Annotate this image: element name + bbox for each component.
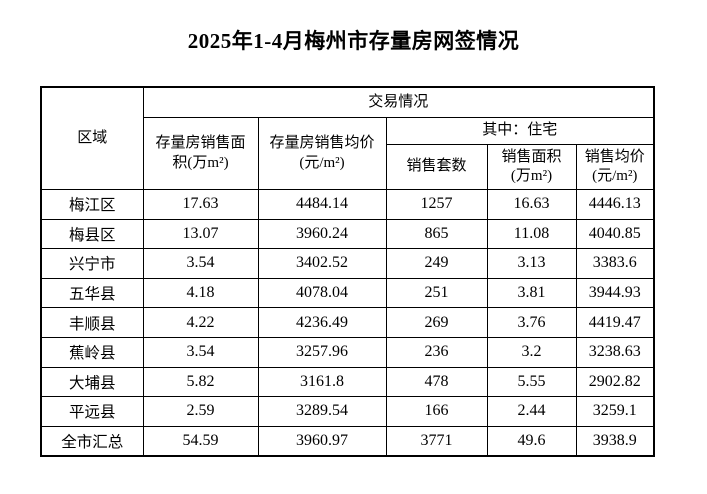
cell-stock-price: 4236.49 [257, 307, 387, 338]
cell-stock-area: 17.63 [142, 189, 259, 220]
table-row: 平远县 2.59 3289.54 166 2.44 3259.1 [40, 396, 655, 427]
cell-res-price: 4040.85 [575, 218, 655, 250]
table-row: 蕉岭县 3.54 3257.96 236 3.2 3238.63 [40, 336, 655, 368]
table-row: 丰顺县 4.22 4236.49 269 3.76 4419.47 [40, 307, 655, 338]
cell-region: 五华县 [40, 277, 144, 309]
header-units-sold: 销售套数 [385, 144, 488, 190]
cell-res-price: 4446.13 [575, 189, 655, 220]
cell-stock-area: 5.82 [142, 366, 259, 398]
table-body: 梅江区 17.63 4484.14 1257 16.63 4446.13 梅县区… [40, 189, 655, 457]
cell-res-price: 3238.63 [575, 336, 655, 368]
cell-stock-area: 2.59 [142, 396, 259, 427]
page: { "title": "2025年1-4月梅州市存量房网签情况", "color… [0, 25, 707, 494]
cell-res-area: 2.44 [486, 396, 577, 427]
cell-region: 兴宁市 [40, 248, 144, 279]
cell-stock-price: 3161.8 [257, 366, 387, 398]
cell-stock-price: 4078.04 [257, 277, 387, 309]
cell-res-price: 4419.47 [575, 307, 655, 338]
cell-res-price: 3944.93 [575, 277, 655, 309]
header-transaction-group: 交易情况 [142, 86, 655, 118]
cell-units-sold: 249 [385, 248, 488, 279]
header-res-price: 销售均价 (元/m²) [575, 144, 655, 190]
cell-res-area: 3.13 [486, 248, 577, 279]
table-row: 梅县区 13.07 3960.24 865 11.08 4040.85 [40, 218, 655, 250]
cell-stock-price: 4484.14 [257, 189, 387, 220]
cell-region: 丰顺县 [40, 307, 144, 338]
cell-region: 平远县 [40, 396, 144, 427]
cell-stock-area: 3.54 [142, 248, 259, 279]
cell-region: 蕉岭县 [40, 336, 144, 368]
cell-units-sold: 3771 [385, 425, 488, 457]
header-residential-group: 其中：住宅 [385, 117, 655, 145]
cell-res-price: 2902.82 [575, 366, 655, 398]
cell-stock-price: 3402.52 [257, 248, 387, 279]
cell-region: 大埔县 [40, 366, 144, 398]
page-title: 2025年1-4月梅州市存量房网签情况 [187, 29, 520, 53]
header-res-area: 销售面积 (万m²) [486, 144, 577, 190]
cell-stock-price: 3960.97 [257, 425, 387, 457]
header-region: 区域 [40, 86, 144, 190]
cell-units-sold: 251 [385, 277, 488, 309]
cell-region: 全市汇总 [40, 425, 144, 457]
cell-stock-area: 13.07 [142, 218, 259, 250]
cell-res-area: 49.6 [486, 425, 577, 457]
table-header: 区域 交易情况 存量房销售面 积(万m²) 存量房销售均价 (元/m²) 其中：… [40, 86, 655, 190]
cell-units-sold: 166 [385, 396, 488, 427]
cell-units-sold: 865 [385, 218, 488, 250]
table-row: 五华县 4.18 4078.04 251 3.81 3944.93 [40, 277, 655, 309]
cell-stock-area: 54.59 [142, 425, 259, 457]
header-stock-price: 存量房销售均价 (元/m²) [257, 117, 387, 190]
cell-stock-price: 3257.96 [257, 336, 387, 368]
cell-region: 梅江区 [40, 189, 144, 220]
cell-res-area: 16.63 [486, 189, 577, 220]
cell-units-sold: 269 [385, 307, 488, 338]
table-row: 大埔县 5.82 3161.8 478 5.55 2902.82 [40, 366, 655, 398]
cell-units-sold: 236 [385, 336, 488, 368]
cell-res-area: 11.08 [486, 218, 577, 250]
cell-res-area: 3.76 [486, 307, 577, 338]
cell-stock-price: 3289.54 [257, 396, 387, 427]
header-stock-area: 存量房销售面 积(万m²) [142, 117, 259, 190]
table-row: 全市汇总 54.59 3960.97 3771 49.6 3938.9 [40, 425, 655, 457]
cell-stock-area: 4.18 [142, 277, 259, 309]
table-row: 梅江区 17.63 4484.14 1257 16.63 4446.13 [40, 189, 655, 220]
housing-stats-table: 区域 交易情况 存量房销售面 积(万m²) 存量房销售均价 (元/m²) 其中：… [40, 86, 656, 458]
cell-stock-price: 3960.24 [257, 218, 387, 250]
cell-res-price: 3259.1 [575, 396, 655, 427]
cell-stock-area: 3.54 [142, 336, 259, 368]
cell-units-sold: 1257 [385, 189, 488, 220]
cell-region: 梅县区 [40, 218, 144, 250]
cell-res-area: 3.2 [486, 336, 577, 368]
cell-stock-area: 4.22 [142, 307, 259, 338]
cell-res-area: 3.81 [486, 277, 577, 309]
cell-res-area: 5.55 [486, 366, 577, 398]
cell-res-price: 3938.9 [575, 425, 655, 457]
cell-units-sold: 478 [385, 366, 488, 398]
table-row: 兴宁市 3.54 3402.52 249 3.13 3383.6 [40, 248, 655, 279]
cell-res-price: 3383.6 [575, 248, 655, 279]
